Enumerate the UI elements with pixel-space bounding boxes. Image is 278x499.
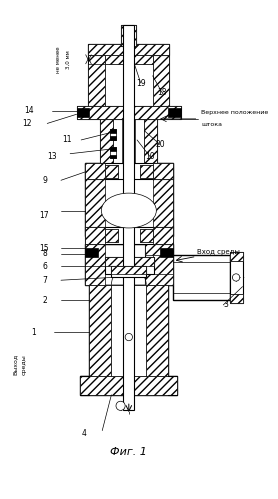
Bar: [88, 44, 169, 106]
Bar: [76, 106, 181, 119]
Bar: [153, 163, 173, 179]
Circle shape: [232, 274, 240, 281]
Bar: [85, 227, 173, 244]
Bar: [111, 266, 146, 274]
Text: 19: 19: [136, 79, 146, 88]
Bar: [173, 254, 230, 300]
Bar: [85, 163, 105, 236]
Text: среды: среды: [22, 354, 27, 375]
Bar: [140, 229, 153, 242]
Text: 3: 3: [224, 300, 229, 309]
Bar: [105, 229, 118, 242]
Bar: [85, 163, 173, 179]
Bar: [105, 257, 155, 274]
Bar: [105, 165, 118, 178]
Bar: [160, 248, 173, 257]
Bar: [153, 244, 173, 285]
Text: 2: 2: [42, 296, 47, 305]
Bar: [90, 285, 111, 376]
Text: Выход: Выход: [13, 354, 18, 375]
Bar: [110, 147, 116, 151]
Bar: [153, 44, 169, 106]
Bar: [110, 129, 116, 133]
Text: 18: 18: [157, 88, 167, 97]
Text: 1: 1: [31, 328, 36, 337]
Bar: [140, 229, 153, 242]
Bar: [105, 55, 153, 106]
Bar: [123, 25, 134, 410]
Text: 20: 20: [155, 140, 165, 149]
Bar: [140, 165, 153, 178]
Text: 4: 4: [81, 429, 86, 438]
Bar: [135, 55, 144, 174]
Bar: [111, 266, 146, 277]
Text: 9: 9: [42, 176, 47, 185]
Bar: [230, 252, 242, 303]
Bar: [153, 163, 173, 236]
Bar: [80, 376, 177, 395]
Bar: [85, 248, 98, 257]
Bar: [111, 285, 146, 376]
Text: 6: 6: [42, 262, 47, 271]
Bar: [168, 108, 181, 117]
Bar: [85, 163, 105, 179]
Text: 14: 14: [24, 106, 34, 115]
Bar: [105, 165, 118, 178]
Bar: [113, 55, 122, 174]
Text: 3,0 мм: 3,0 мм: [66, 50, 71, 69]
Bar: [85, 163, 173, 236]
Bar: [144, 119, 157, 165]
Bar: [145, 274, 173, 285]
Circle shape: [125, 333, 133, 341]
Bar: [105, 55, 153, 64]
Text: Фиг. 1: Фиг. 1: [110, 447, 147, 457]
Bar: [230, 294, 242, 303]
Text: 12: 12: [22, 119, 32, 128]
Ellipse shape: [101, 193, 156, 228]
Bar: [153, 227, 173, 244]
Text: Вход среды: Вход среды: [197, 249, 240, 255]
Bar: [110, 136, 116, 140]
Bar: [88, 44, 169, 55]
Bar: [140, 165, 153, 178]
Bar: [76, 108, 90, 117]
Text: штока: штока: [201, 122, 222, 127]
Bar: [90, 285, 168, 376]
Bar: [121, 25, 127, 45]
Bar: [110, 129, 116, 140]
Text: 8: 8: [42, 249, 47, 258]
Bar: [85, 244, 105, 285]
Text: 15: 15: [40, 244, 49, 252]
Bar: [146, 285, 168, 376]
Bar: [85, 227, 105, 244]
Bar: [121, 25, 136, 45]
Bar: [85, 244, 173, 285]
Bar: [145, 244, 173, 285]
Bar: [110, 147, 116, 158]
Bar: [131, 25, 136, 45]
Text: 13: 13: [47, 152, 57, 161]
Bar: [230, 252, 242, 261]
Bar: [88, 44, 169, 55]
Bar: [76, 106, 181, 119]
Bar: [145, 244, 173, 254]
Bar: [230, 252, 242, 261]
Bar: [105, 55, 153, 64]
Bar: [110, 155, 116, 158]
Bar: [100, 119, 113, 165]
Bar: [80, 376, 177, 395]
Bar: [88, 44, 105, 106]
Text: 17: 17: [40, 211, 49, 220]
Text: 11: 11: [63, 135, 72, 144]
Text: 7: 7: [42, 276, 47, 285]
Text: 10: 10: [145, 152, 155, 161]
Text: не менее: не менее: [56, 46, 61, 72]
Text: Верхнее положение: Верхнее положение: [201, 110, 269, 115]
Bar: [230, 294, 242, 303]
Bar: [105, 257, 155, 266]
Bar: [105, 229, 118, 242]
Bar: [100, 119, 157, 165]
Circle shape: [116, 401, 125, 410]
